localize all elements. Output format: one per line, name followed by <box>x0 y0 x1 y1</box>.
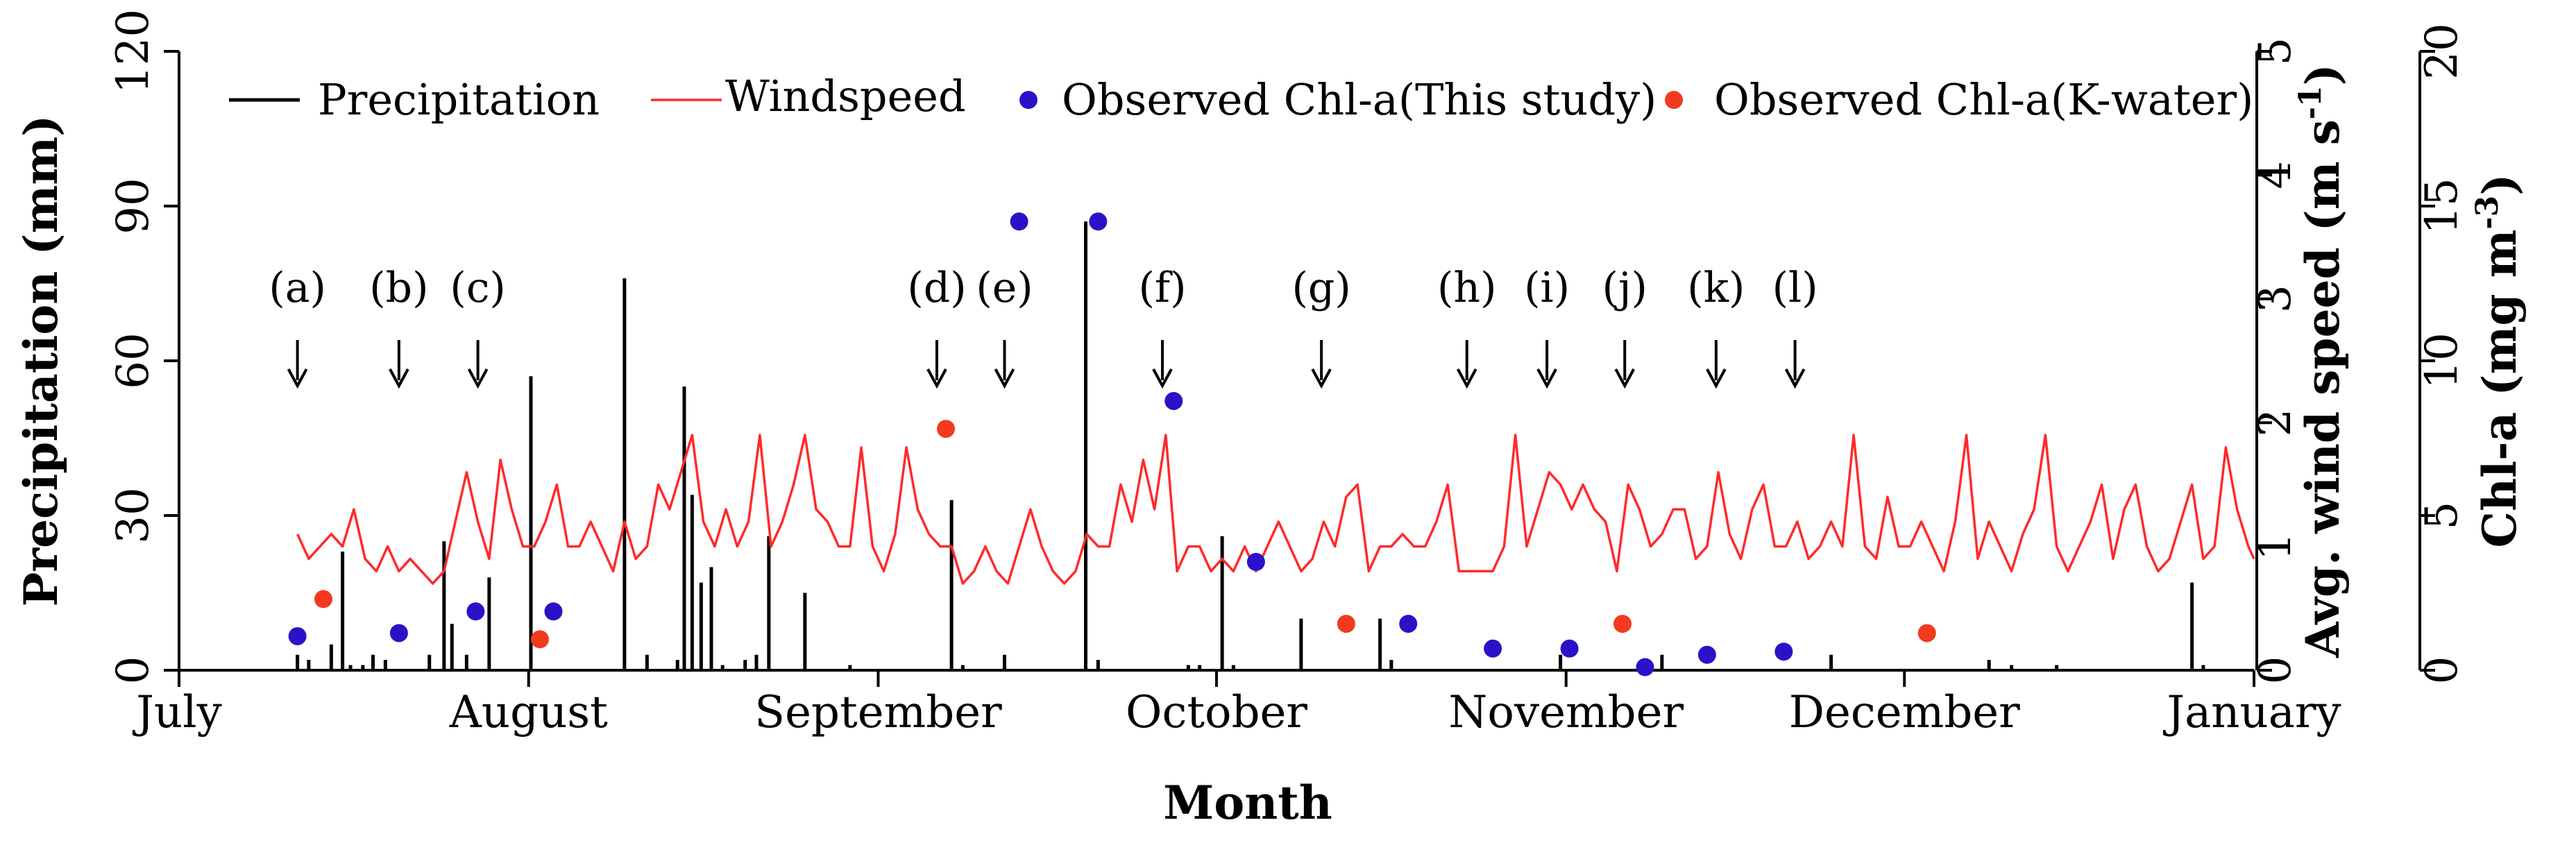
x-tick-label-0: July <box>132 687 222 738</box>
chla-this-study-point-5 <box>1089 212 1108 231</box>
annotation-arrow-head-11 <box>1784 368 1806 389</box>
annotation-label-1: (b) <box>369 264 428 312</box>
chla-tick-label-3: 15 <box>2416 178 2468 234</box>
annotation-label-9: (j) <box>1602 264 1647 312</box>
chla-this-study-point-4 <box>1010 212 1028 231</box>
left-tick-label-3: 90 <box>108 178 159 234</box>
chla-kwater-points <box>314 420 1936 649</box>
wind-tick-label-0: 0 <box>2250 656 2301 685</box>
legend-wind-label: Windspeed <box>725 71 966 121</box>
chla-this-study-point-0 <box>288 627 307 645</box>
wind-tick-label-5: 5 <box>2250 37 2301 66</box>
chla-this-study-point-8 <box>1399 615 1418 633</box>
legend-this-study-dot <box>1019 91 1037 109</box>
annotation-label-4: (e) <box>976 264 1033 312</box>
right-y-ticks-chla: 0 5 10 15 20 <box>2416 23 2468 684</box>
legend-this-study-label: Observed Chl-a(This study) <box>1062 74 1656 125</box>
right-y-axis-2-title: Chl-a (mg m-3) <box>2470 174 2527 548</box>
annotation-label-5: (f) <box>1138 264 1186 312</box>
x-axis-title: Month <box>1163 776 1332 830</box>
left-y-ticks: 0 30 60 90 120 <box>108 9 179 684</box>
annotation-arrow-head-1 <box>389 368 409 389</box>
annotation-arrow-head-2 <box>467 368 489 389</box>
legend-kwater-label: Observed Chl-a(K-water) <box>1714 74 2253 125</box>
chla-tick-label-1: 5 <box>2416 502 2468 530</box>
left-y-axis-title: Precipitation (mm) <box>14 115 68 607</box>
chla-this-study-point-7 <box>1246 552 1265 571</box>
chla-kwater-point-0 <box>314 590 332 608</box>
annotation-arrow-head-5 <box>1152 368 1173 389</box>
annotation-arrow-head-9 <box>1614 368 1636 389</box>
chla-this-study-point-12 <box>1697 645 1716 664</box>
left-tick-label-0: 0 <box>108 656 159 685</box>
chla-this-study-point-3 <box>544 602 563 621</box>
legend-kwater-dot <box>1665 91 1683 109</box>
chla-this-study-point-9 <box>1484 639 1502 658</box>
right-y-axis-1-title: Avg. wind speed (m s-1) <box>2293 64 2350 658</box>
x-ticks: July August September October November Decemb… <box>132 670 2341 738</box>
chla-kwater-point-1 <box>531 630 549 649</box>
annotation-label-8: (i) <box>1524 264 1570 312</box>
wind-tick-label-1: 1 <box>2250 532 2301 561</box>
x-tick-label-1: August <box>449 687 608 738</box>
left-tick-label-1: 30 <box>108 487 159 543</box>
windspeed-line <box>296 434 2255 585</box>
annotation-label-11: (l) <box>1772 264 1818 312</box>
annotation-arrow-head-3 <box>926 368 947 389</box>
legend-precip-label: Precipitation <box>318 74 600 125</box>
right-y-ticks-windspeed: 0 1 2 3 4 5 <box>2250 37 2301 685</box>
chla-tick-label-2: 10 <box>2416 332 2468 389</box>
annotation-arrow-head-6 <box>1311 368 1332 389</box>
annotation-arrow-head-7 <box>1456 368 1477 389</box>
annotation-arrow-head-4 <box>994 368 1015 389</box>
annotation-arrow-head-10 <box>1706 368 1727 389</box>
chla-this-study-points <box>288 212 1793 676</box>
chla-this-study-point-2 <box>466 602 485 621</box>
chla-kwater-point-2 <box>937 420 955 438</box>
wind-tick-label-2: 2 <box>2250 409 2301 437</box>
chla-tick-label-0: 0 <box>2416 656 2468 685</box>
chla-this-study-point-13 <box>1774 642 1793 661</box>
sampling-annotations: (a) (b) (c) (d) (e) (f) (g) (h) (i) (j) (k) (l) <box>269 264 1818 389</box>
annotation-label-7: (h) <box>1437 264 1496 312</box>
chla-tick-label-4: 20 <box>2416 23 2468 79</box>
x-tick-label-2: September <box>754 687 1002 738</box>
x-tick-label-3: October <box>1126 687 1307 738</box>
left-tick-label-2: 60 <box>108 332 159 389</box>
chla-this-study-point-6 <box>1164 391 1183 410</box>
annotation-label-2: (c) <box>450 264 505 312</box>
annotation-label-6: (g) <box>1292 264 1351 312</box>
x-tick-label-6: January <box>2162 687 2341 738</box>
annotation-label-10: (k) <box>1687 264 1745 312</box>
annotation-label-3: (d) <box>907 264 966 312</box>
left-tick-label-4: 120 <box>108 9 159 94</box>
legend: Precipitation Windspeed Observed Chl-a(T… <box>229 71 2253 125</box>
chla-this-study-point-1 <box>389 624 408 642</box>
precipitation-bars <box>296 221 2205 670</box>
chla-this-study-point-11 <box>1636 658 1654 676</box>
chla-kwater-point-5 <box>1917 624 1936 642</box>
wind-tick-label-4: 4 <box>2250 161 2301 189</box>
chla-kwater-point-4 <box>1613 615 1632 633</box>
annotation-arrow-head-0 <box>287 368 308 389</box>
chla-this-study-point-10 <box>1560 639 1579 658</box>
wind-tick-label-3: 3 <box>2250 284 2301 313</box>
x-tick-label-5: December <box>1789 687 2020 738</box>
annotation-label-0: (a) <box>269 264 326 312</box>
chla-kwater-point-3 <box>1337 615 1355 633</box>
annotation-arrow-head-8 <box>1536 368 1557 389</box>
x-tick-label-4: November <box>1448 687 1684 738</box>
